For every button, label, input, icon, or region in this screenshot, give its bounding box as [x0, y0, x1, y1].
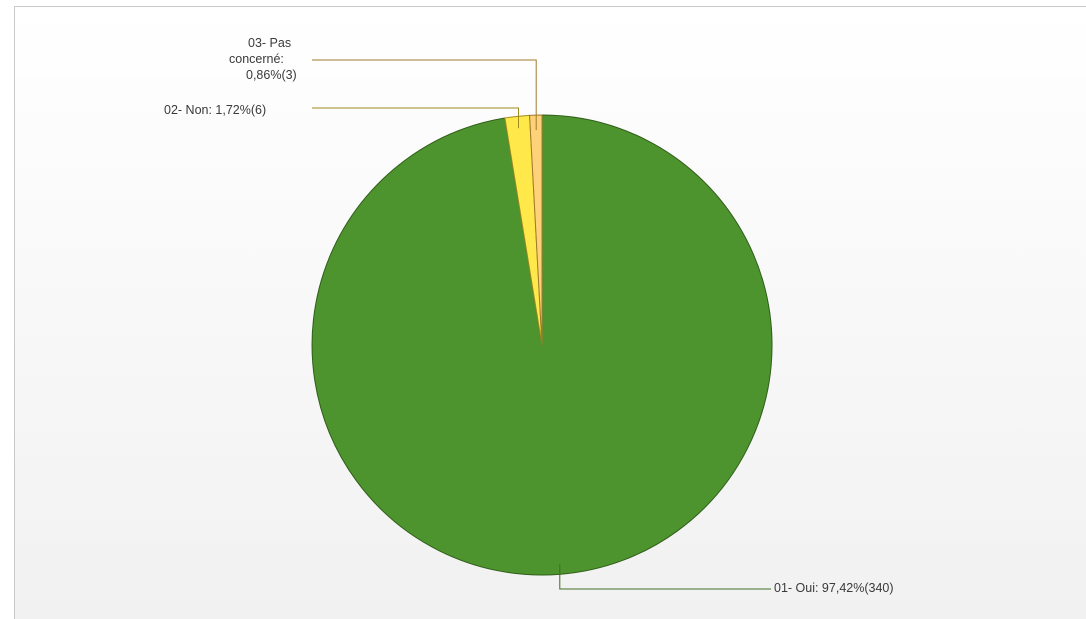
slice-label-non: 02- Non: 1,72%(6) [164, 103, 266, 117]
slice-label-pas-concerne: 03- Pas concerné: 0,86%(3) [229, 36, 297, 82]
slice-label-pas-concerne-line-3: 0,86%(3) [246, 68, 297, 82]
slice-label-pas-concerne-line-2: concerné: [229, 52, 284, 66]
slice-label-pas-concerne-line-1: 03- Pas [248, 36, 291, 50]
leader-line-pas-concerne [312, 59, 537, 131]
slice-label-oui: 01- Oui: 97,42%(340) [774, 581, 894, 595]
leader-line-oui [559, 564, 771, 590]
leader-line-non [312, 107, 519, 129]
